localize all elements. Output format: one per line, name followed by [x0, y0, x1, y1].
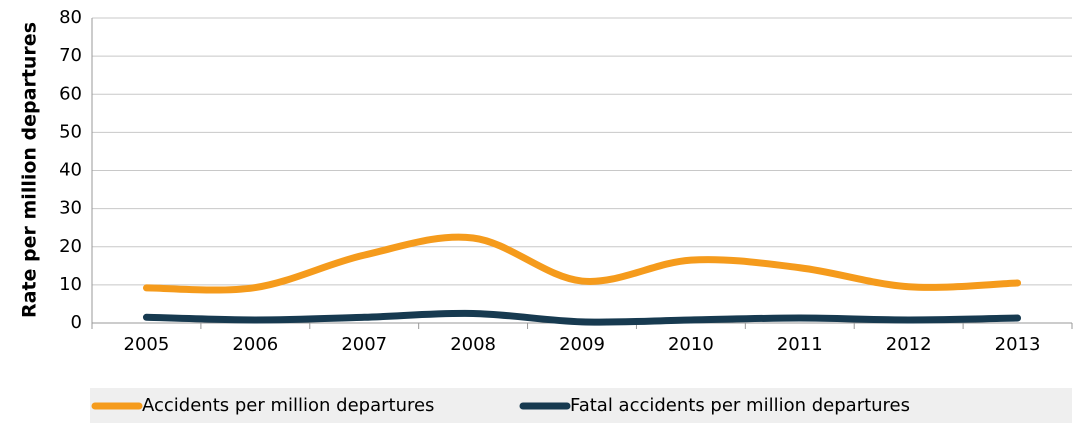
y-tick-label: 0	[71, 312, 82, 333]
x-tick-label: 2008	[450, 334, 496, 355]
x-tick-label: 2010	[668, 334, 714, 355]
x-tick-label: 2005	[124, 334, 170, 355]
x-tick-label: 2007	[341, 334, 387, 355]
x-tick-label: 2006	[232, 334, 278, 355]
y-tick-label: 70	[59, 45, 82, 66]
x-tick-label: 2009	[559, 334, 605, 355]
y-axis-label: Rate per million departures	[19, 22, 41, 318]
series-line	[142, 309, 1022, 326]
y-tick-label: 10	[59, 274, 82, 295]
y-tick-label: 30	[59, 198, 82, 219]
y-tick-label: 20	[59, 236, 82, 257]
y-tick-label: 60	[59, 83, 82, 104]
y-tick-label: 40	[59, 160, 82, 181]
legend-label: Fatal accidents per million departures	[570, 395, 910, 416]
x-tick-label: 2012	[886, 334, 932, 355]
series-line	[142, 233, 1022, 294]
x-tick-label: 2013	[995, 334, 1041, 355]
y-tick-label: 80	[59, 7, 82, 28]
legend-background	[90, 388, 1072, 423]
y-tick-label: 50	[59, 121, 82, 142]
legend-label: Accidents per million departures	[142, 395, 434, 416]
x-tick-label: 2011	[777, 334, 823, 355]
